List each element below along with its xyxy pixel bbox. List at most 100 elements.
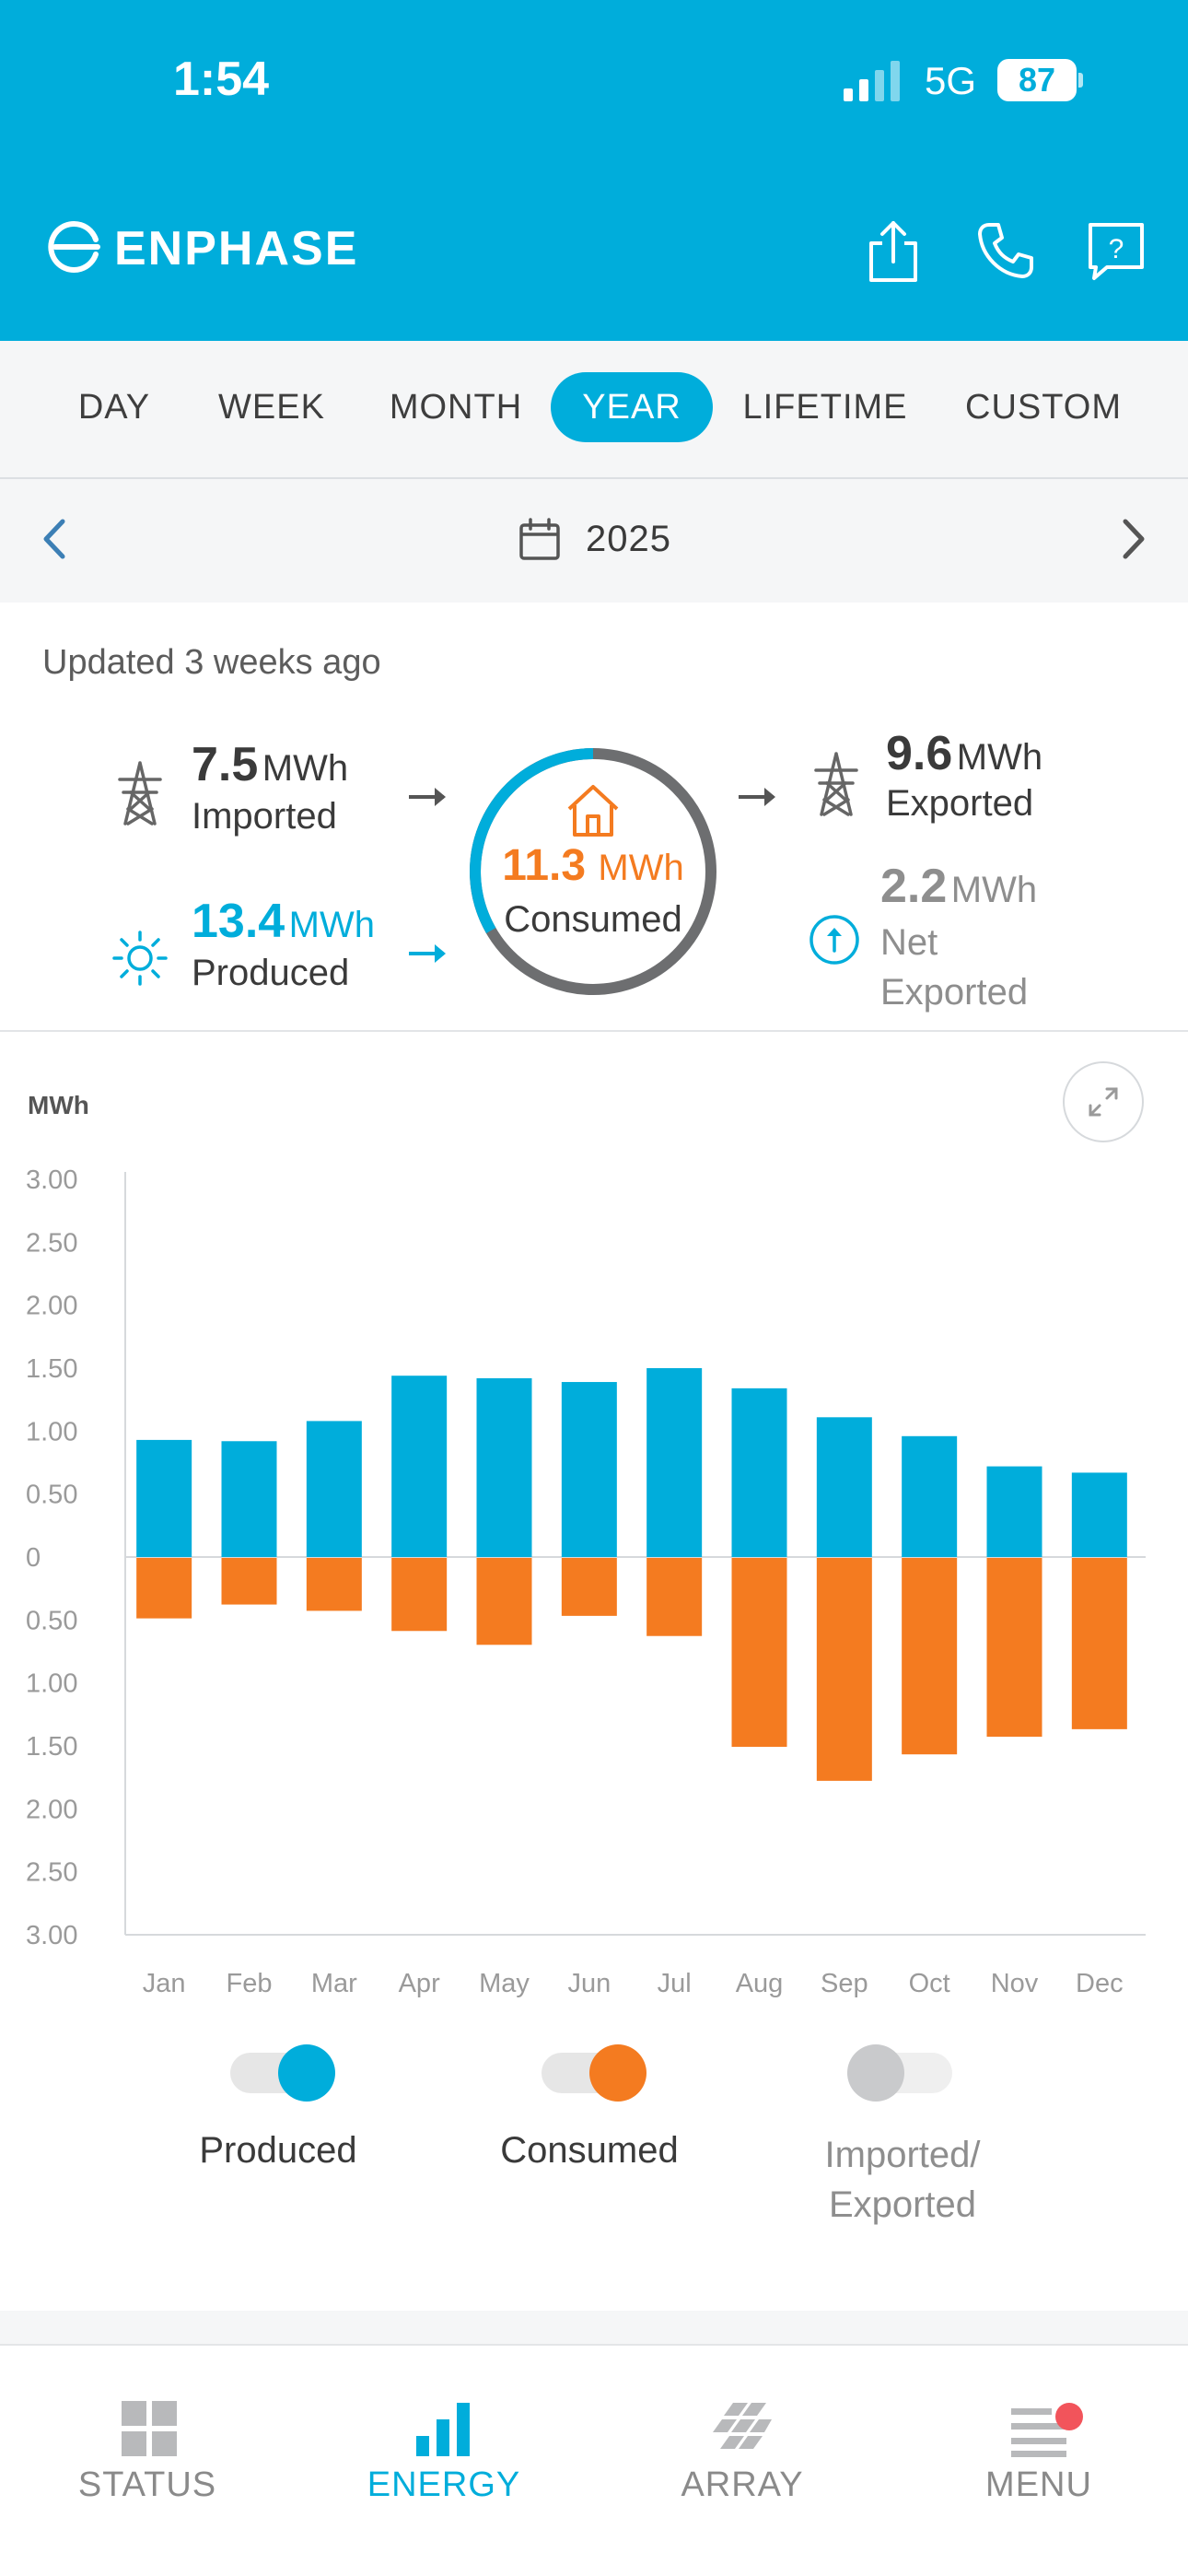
y-tick-label: 1.50: [26, 1732, 77, 1762]
consumed-bar[interactable]: [902, 1558, 958, 1755]
y-tick-label: 2.50: [26, 1228, 77, 1258]
consumed-bar[interactable]: [136, 1558, 192, 1619]
imported-label: Imported: [192, 796, 337, 837]
exported-value: 9.6 MWh: [886, 727, 1043, 780]
nav-status[interactable]: STATUS: [77, 2465, 217, 2504]
consumption-ring: [470, 748, 716, 995]
produced-bar[interactable]: [561, 1382, 617, 1557]
status-grid-icon[interactable]: [120, 2399, 179, 2458]
y-tick-label: 1.00: [26, 1417, 77, 1446]
imported-value: 7.5 MWh: [192, 738, 349, 791]
cell-signal-icon: [844, 61, 900, 101]
brand-name: ENPHASE: [114, 222, 359, 275]
produced-bar[interactable]: [816, 1417, 872, 1557]
nav-menu[interactable]: MENU: [985, 2465, 1092, 2504]
bottom-navigation: [0, 2346, 1188, 2576]
tab-week[interactable]: WEEK: [218, 388, 325, 427]
tab-custom[interactable]: CUSTOM: [965, 388, 1122, 427]
produced-toggle-knob[interactable]: [278, 2044, 335, 2102]
consumed-bar[interactable]: [476, 1558, 532, 1645]
sun-icon: [112, 931, 168, 986]
x-tick-label: Sep: [821, 1969, 868, 1998]
tab-lifetime[interactable]: LIFETIME: [742, 388, 908, 427]
consumed-bar[interactable]: [986, 1558, 1042, 1738]
menu-lines-icon[interactable]: [1009, 2399, 1068, 2458]
divider: [0, 2311, 1188, 2346]
legend-imported-exported-label: Imported/ Exported: [824, 2135, 981, 2225]
arrow-right-icon: [409, 944, 446, 963]
consumed-bar[interactable]: [221, 1558, 277, 1605]
produced-bar[interactable]: [902, 1435, 958, 1557]
y-tick-label: 0.50: [26, 1481, 77, 1510]
calendar-icon[interactable]: [518, 518, 562, 562]
array-panels-icon[interactable]: [713, 2399, 772, 2458]
consumed-bar[interactable]: [561, 1558, 617, 1616]
y-tick-label: 0.50: [26, 1606, 77, 1635]
consumed-value: 11.3 MWh: [502, 841, 684, 890]
updated-timestamp: Updated 3 weeks ago: [42, 643, 381, 682]
produced-bar[interactable]: [1071, 1472, 1127, 1557]
tab-day[interactable]: DAY: [77, 388, 151, 427]
help-icon[interactable]: ?: [1087, 221, 1146, 282]
expand-chart-button[interactable]: [1063, 1061, 1144, 1142]
nav-array[interactable]: ARRAY: [681, 2465, 804, 2504]
produced-bar[interactable]: [306, 1421, 362, 1557]
y-tick-label: 1.00: [26, 1669, 77, 1699]
produced-value: 13.4 MWh: [192, 895, 375, 948]
x-tick-label: Jul: [658, 1969, 692, 1998]
date-navigator: [0, 479, 1188, 603]
legend-produced-label: Produced: [199, 2130, 357, 2171]
produced-bar[interactable]: [986, 1466, 1042, 1557]
legend-consumed-label: Consumed: [500, 2130, 679, 2171]
x-tick-label: Jan: [143, 1969, 186, 1998]
arrow-right-icon: [409, 788, 446, 806]
produced-label: Produced: [192, 953, 350, 993]
tab-month[interactable]: MONTH: [389, 388, 523, 427]
x-tick-label: Oct: [909, 1969, 950, 1998]
consumed-bar[interactable]: [1071, 1558, 1127, 1729]
x-tick-label: Nov: [991, 1969, 1039, 1998]
tab-year[interactable]: YEAR: [551, 372, 713, 442]
y-tick-label: 3.00: [26, 1921, 77, 1950]
y-tick-label: 2.00: [26, 1795, 77, 1824]
network-type: 5G: [925, 59, 977, 102]
chevron-right-icon[interactable]: [1114, 516, 1151, 562]
consumed-bar[interactable]: [646, 1558, 703, 1636]
energy-bars-icon[interactable]: [414, 2399, 473, 2458]
consumed-bar[interactable]: [391, 1558, 448, 1632]
x-tick-label: Aug: [736, 1969, 784, 1998]
x-tick-label: Jun: [567, 1969, 611, 1998]
share-icon[interactable]: [864, 219, 923, 284]
produced-bar[interactable]: [391, 1376, 448, 1557]
battery-level: 87: [997, 59, 1077, 101]
phone-icon[interactable]: [976, 221, 1035, 280]
consumed-bar[interactable]: [731, 1558, 787, 1747]
divider: [0, 477, 1188, 479]
transmission-tower-icon: [118, 761, 162, 825]
status-time: 1:54: [173, 53, 270, 106]
consumed-bar[interactable]: [306, 1558, 362, 1611]
selected-period-label[interactable]: 2025: [586, 519, 671, 559]
energy-bar-chart: 3.00 2.50 2.00 1.50 1.00 0.50 0 0.50 1.00 1.50 2.0…: [26, 1165, 1146, 1998]
net-exported-label: Net Exported: [880, 922, 1029, 1013]
transmission-tower-icon: [814, 752, 858, 816]
x-tick-label: Mar: [311, 1969, 357, 1998]
x-tick-label: Feb: [227, 1969, 273, 1998]
imported-exported-toggle-knob[interactable]: [847, 2044, 904, 2102]
chevron-left-icon[interactable]: [37, 516, 74, 562]
x-tick-label: Dec: [1076, 1969, 1124, 1998]
chart-y-unit: MWh: [28, 1091, 89, 1119]
notification-badge: [1055, 2403, 1083, 2430]
produced-bar[interactable]: [646, 1368, 703, 1557]
net-exported-value: 2.2 MWh: [880, 860, 1038, 913]
consumed-toggle-knob[interactable]: [589, 2044, 646, 2102]
nav-energy[interactable]: ENERGY: [367, 2465, 521, 2504]
divider: [0, 1030, 1188, 1032]
exported-label: Exported: [886, 783, 1034, 824]
arrow-up-circle-icon: [809, 915, 859, 965]
produced-bar[interactable]: [136, 1439, 192, 1557]
produced-bar[interactable]: [731, 1388, 787, 1557]
produced-bar[interactable]: [476, 1377, 532, 1557]
produced-bar[interactable]: [221, 1441, 277, 1557]
consumed-bar[interactable]: [816, 1558, 872, 1781]
